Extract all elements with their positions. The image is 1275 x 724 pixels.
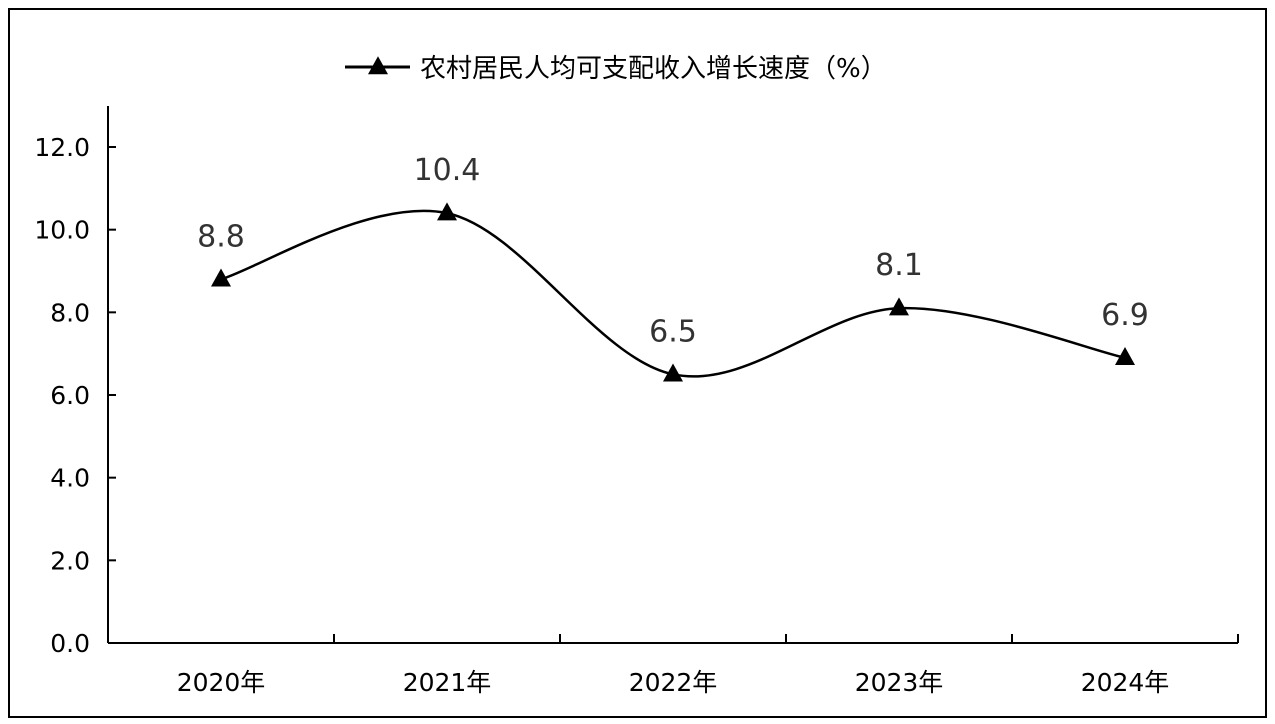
data-labels: 8.8 10.4 6.5 8.1 6.9 <box>197 153 1149 349</box>
chart-frame <box>8 8 1267 718</box>
y-tick-label: 2.0 <box>50 546 90 575</box>
y-tick-label: 0.0 <box>50 629 90 658</box>
series-line <box>220 209 1126 378</box>
x-tick-label: 2020年 <box>177 668 266 697</box>
data-label: 8.8 <box>197 219 245 254</box>
series-markers <box>211 202 1135 382</box>
data-point-marker <box>889 297 909 316</box>
axes <box>107 106 1239 644</box>
y-tick-label: 4.0 <box>50 464 90 493</box>
y-tick-label: 10.0 <box>34 216 90 245</box>
legend: 农村居民人均可支配收入增长速度（%） <box>345 54 887 84</box>
data-label: 6.5 <box>649 314 697 349</box>
y-tick-label: 6.0 <box>50 381 90 410</box>
x-tick-label: 2024年 <box>1081 668 1170 697</box>
data-point-marker <box>1115 347 1135 365</box>
x-tick-label: 2023年 <box>855 668 944 697</box>
data-point-marker <box>437 202 457 221</box>
legend-marker-triangle <box>368 56 388 75</box>
data-label: 10.4 <box>414 153 481 188</box>
data-label: 8.1 <box>875 248 923 283</box>
y-tick-label: 8.0 <box>50 298 90 327</box>
y-axis-tick-labels: 0.0 2.0 4.0 6.0 8.0 10.0 12.0 <box>34 133 90 658</box>
x-tick-label: 2021年 <box>403 668 492 697</box>
legend-label: 农村居民人均可支配收入增长速度（%） <box>420 54 887 84</box>
y-tick-label: 12.0 <box>34 133 90 162</box>
data-label: 6.9 <box>1101 298 1149 333</box>
x-tick-label: 2022年 <box>629 668 718 697</box>
x-axis-tick-labels: 2020年 2021年 2022年 2023年 2024年 <box>177 668 1170 697</box>
data-point-marker <box>663 363 683 382</box>
data-point-marker <box>211 268 231 287</box>
